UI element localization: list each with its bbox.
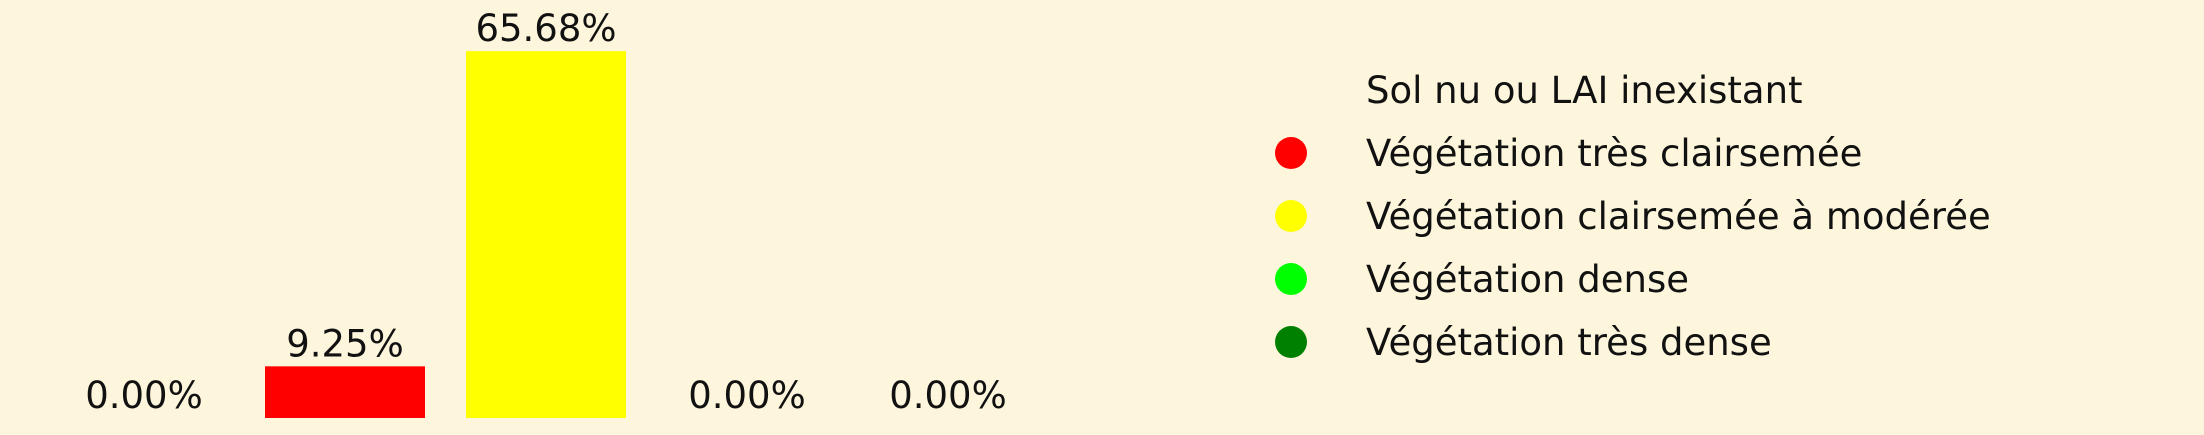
legend-marker-vegetation-dense <box>1275 263 1307 295</box>
legend-label-vegetation-tres-dense: Végétation très dense <box>1366 321 1772 364</box>
legend-marker-vegetation-tres-dense <box>1275 326 1307 358</box>
legend-marker-vegetation-clairsemee-a-moderee <box>1275 200 1307 232</box>
value-label-sol-nu-ou-lai-inexistant: 0.00% <box>85 374 203 417</box>
legend-marker-vegetation-tres-clairsemee <box>1275 137 1307 169</box>
legend-label-vegetation-clairsemee-a-moderee: Végétation clairsemée à modérée <box>1366 195 1991 238</box>
legend-label-vegetation-dense: Végétation dense <box>1366 258 1689 301</box>
value-label-vegetation-tres-dense: 0.00% <box>889 374 1007 417</box>
bar-vegetation-tres-clairsemee <box>265 366 425 418</box>
legend: Sol nu ou LAI inexistant Végétation très … <box>1275 69 1991 364</box>
bars-group <box>265 51 626 419</box>
value-labels-group: 0.00% 9.25% 65.68% 0.00% 0.00% <box>85 7 1007 417</box>
value-label-vegetation-tres-clairsemee: 9.25% <box>286 322 404 365</box>
legend-label-sol-nu-ou-lai-inexistant: Sol nu ou LAI inexistant <box>1366 69 1803 112</box>
bar-vegetation-clairsemee-a-moderee <box>466 51 626 419</box>
value-label-vegetation-dense: 0.00% <box>688 374 806 417</box>
value-label-vegetation-clairsemee-a-moderee: 65.68% <box>475 7 616 50</box>
legend-label-vegetation-tres-clairsemee: Végétation très clairsemée <box>1366 132 1862 175</box>
legend-marker-sol-nu-ou-lai-inexistant <box>1275 74 1307 106</box>
